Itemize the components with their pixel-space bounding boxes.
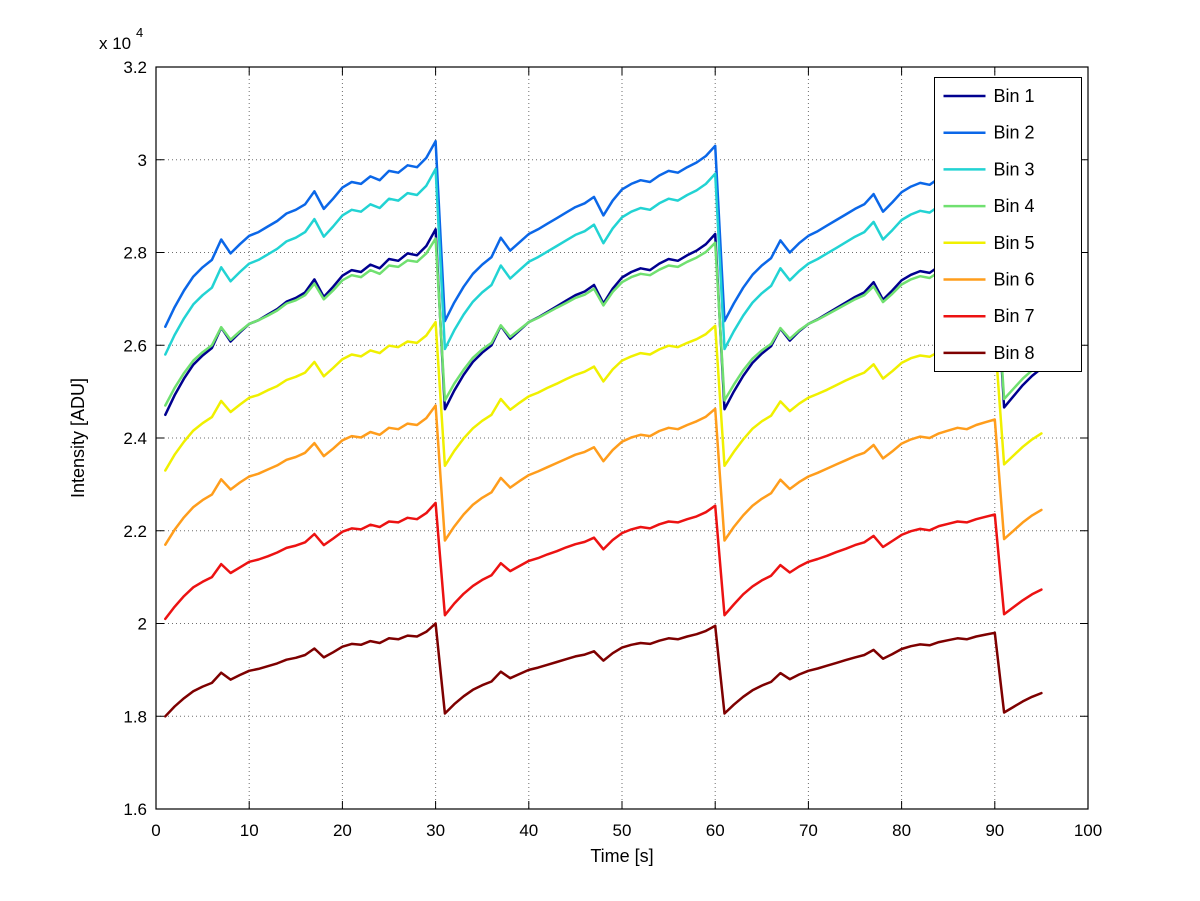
x-tick-label: 100 bbox=[1074, 821, 1102, 840]
legend-box bbox=[934, 77, 1082, 372]
axis-tick-marks bbox=[155, 66, 1089, 810]
y-axis-multiplier: x 10 bbox=[99, 34, 131, 53]
series-line-bin-4 bbox=[164, 237, 1043, 407]
legend-label: Bin 8 bbox=[994, 343, 1035, 363]
x-tick-label: 90 bbox=[985, 821, 1004, 840]
x-tick-label: 0 bbox=[151, 821, 160, 840]
y-tick-label: 2.2 bbox=[123, 522, 147, 541]
axis-tick-labels: 0 10 20 30 40 50 60 70 80 90 100 1.6 1.8 2 2.2 2.4 2.6 2.… bbox=[123, 58, 1102, 840]
y-tick-label: 3.2 bbox=[123, 58, 147, 77]
y-tick-label: 2.6 bbox=[123, 336, 147, 355]
legend-label: Bin 1 bbox=[994, 86, 1035, 106]
x-tick-label: 70 bbox=[799, 821, 818, 840]
series-line-bin-5 bbox=[164, 320, 1043, 472]
grid-lines bbox=[156, 67, 1088, 809]
x-tick-label: 20 bbox=[333, 821, 352, 840]
legend-label: Bin 3 bbox=[994, 159, 1035, 179]
x-axis-label: Time [s] bbox=[590, 846, 653, 866]
data-series-lines bbox=[164, 139, 1043, 718]
x-tick-label: 40 bbox=[519, 821, 538, 840]
legend: Bin 1 Bin 2 Bin 3 Bin 4 Bin 5 Bin 6 Bin 7 Bin 8 bbox=[934, 77, 1082, 372]
legend-label: Bin 2 bbox=[994, 123, 1035, 143]
y-tick-label: 1.8 bbox=[123, 707, 147, 726]
x-tick-label: 80 bbox=[892, 821, 911, 840]
series-line-bin-1 bbox=[164, 228, 1043, 417]
legend-label: Bin 4 bbox=[994, 196, 1035, 216]
y-tick-label: 1.6 bbox=[123, 800, 147, 819]
y-tick-label: 2.8 bbox=[123, 244, 147, 263]
series-line-bin-2 bbox=[164, 139, 1043, 328]
x-tick-label: 50 bbox=[613, 821, 632, 840]
x-tick-label: 60 bbox=[706, 821, 725, 840]
y-tick-label: 2.4 bbox=[123, 429, 147, 448]
series-line-bin-7 bbox=[164, 501, 1043, 621]
x-tick-label: 10 bbox=[240, 821, 259, 840]
series-line-bin-3 bbox=[164, 167, 1043, 356]
y-tick-label: 3 bbox=[138, 151, 147, 170]
legend-label: Bin 7 bbox=[994, 306, 1035, 326]
x-tick-label: 30 bbox=[426, 821, 445, 840]
y-axis-multiplier-exponent: 4 bbox=[136, 25, 143, 40]
series-line-bin-6 bbox=[164, 404, 1043, 546]
legend-label: Bin 6 bbox=[994, 270, 1035, 290]
y-axis-label: Intensity [ADU] bbox=[68, 378, 88, 498]
series-line-bin-8 bbox=[164, 622, 1043, 718]
y-tick-label: 2 bbox=[138, 615, 147, 634]
legend-label: Bin 5 bbox=[994, 233, 1035, 253]
